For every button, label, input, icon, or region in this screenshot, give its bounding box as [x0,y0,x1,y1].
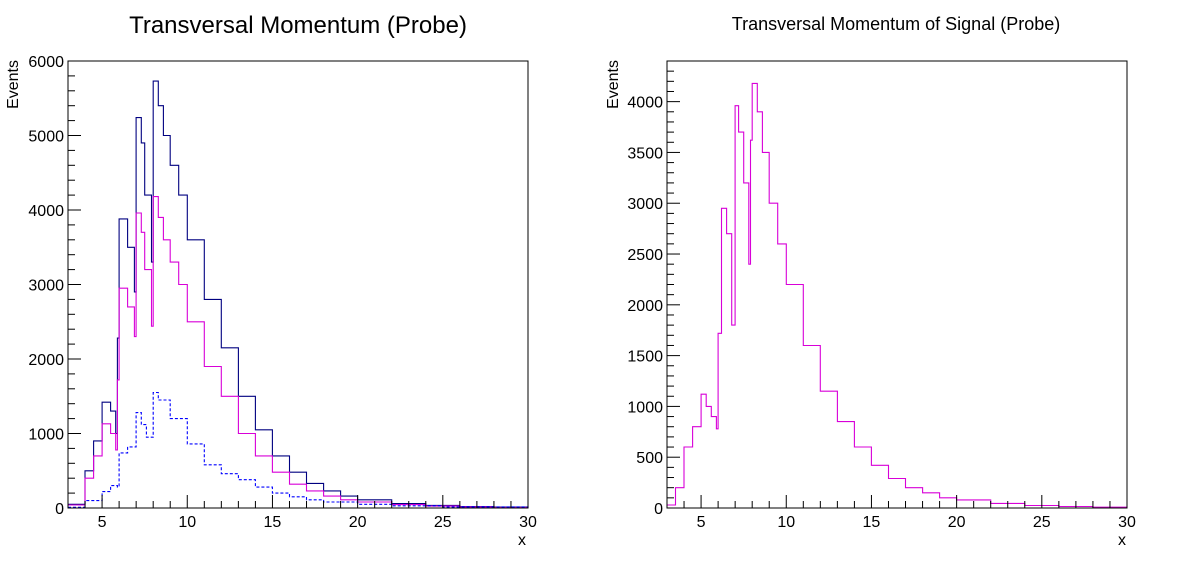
right-chart-y-tick-label: 3000 [627,196,663,213]
right-chart-x-ticks: 5 10 15 20 25 30 [666,495,1136,531]
left-chart-series-0-line [68,80,529,508]
right-chart-y-tick-label: 2500 [627,247,663,264]
left-chart-y-axis-label: Events [5,60,22,109]
left-chart-y-tick-label: 5000 [28,129,64,146]
right-chart-series-group [667,82,1128,508]
left-chart-x-tick-label: 30 [519,514,537,531]
right-chart-panel: Transversal Momentum of Signal (Probe) 5… [605,14,1136,549]
left-chart-x-tick-label: 20 [349,514,367,531]
left-chart-title: Transversal Momentum (Probe) [129,12,467,39]
right-chart-x-tick-label: 5 [697,514,706,531]
left-chart-series-1-line [68,196,529,508]
right-chart-x-axis-label: x [1118,532,1126,549]
left-chart-y-tick-label: 1000 [28,427,64,444]
left-chart-series-2-line [68,391,529,508]
left-chart-y-tick-label: 3000 [28,278,64,295]
right-chart-x-tick-label: 20 [948,514,966,531]
left-chart-y-tick-label: 0 [55,501,64,518]
right-chart-y-axis-label: Events [605,60,622,109]
left-chart-x-ticks: 5 10 15 20 25 30 [67,495,537,531]
right-chart-frame [666,60,1128,509]
right-chart-y-tick-label: 0 [654,501,663,518]
right-chart-y-tick-label: 4000 [627,95,663,112]
left-chart-x-tick-label: 10 [178,514,196,531]
left-chart-y-ticks: 0 1000 2000 3000 4000 5000 6000 [28,54,81,518]
right-chart-y-tick-label: 2000 [627,298,663,315]
left-chart-x-tick-label: 5 [98,514,107,531]
right-chart-y-ticks: 0 500 1000 1500 2000 2500 3000 3500 4000 [627,60,680,518]
right-chart-y-tick-label: 3500 [627,145,663,162]
left-chart-panel: Transversal Momentum (Probe) 5 10 15 20 25 30… [5,12,537,549]
left-chart-x-tick-label: 25 [434,514,452,531]
left-chart-x-axis-label: x [518,532,526,549]
right-chart-x-tick-label: 25 [1033,514,1051,531]
left-chart-y-tick-label: 6000 [28,54,64,71]
left-chart-frame [67,60,529,509]
left-chart-x-tick-label: 15 [264,514,282,531]
right-chart-y-tick-label: 500 [636,450,663,467]
right-chart-x-tick-label: 10 [777,514,795,531]
left-chart-series-group [68,80,529,508]
right-chart-y-tick-label: 1000 [627,399,663,416]
right-chart-y-tick-label: 1500 [627,349,663,366]
right-chart-series-0-line [667,82,1128,508]
right-chart-title: Transversal Momentum of Signal (Probe) [732,14,1060,34]
left-chart-y-tick-label: 4000 [28,203,64,220]
right-chart-x-tick-label: 30 [1118,514,1136,531]
right-chart-x-tick-label: 15 [863,514,881,531]
left-chart-y-tick-label: 2000 [28,352,64,369]
